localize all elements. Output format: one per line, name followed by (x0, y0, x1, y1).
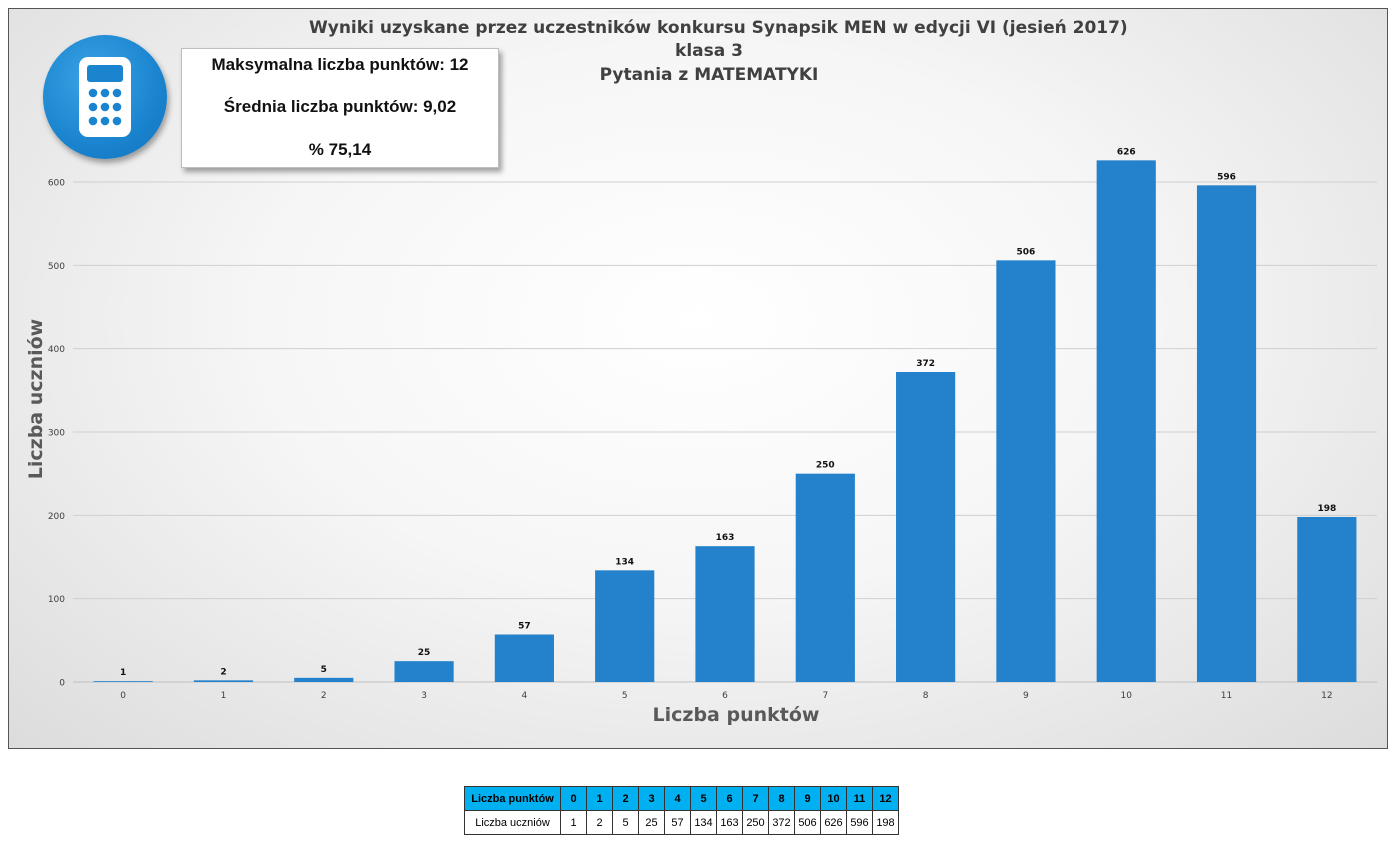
table-cell-students-8: 372 (768, 810, 795, 835)
bar-1 (193, 680, 254, 682)
table-cell-points-6: 6 (716, 786, 743, 811)
x-tick-label-1: 1 (221, 691, 227, 701)
x-tick-label-0: 0 (120, 691, 126, 701)
y-tick-labels: 0 100 200 300 400 500 600 (48, 179, 65, 689)
x-tick-label-8: 8 (923, 691, 929, 701)
table-cell-students-2: 5 (612, 810, 639, 835)
table-cell-points-1: 1 (586, 786, 613, 811)
table-cell-points-12: 12 (872, 786, 899, 811)
chart-title-line-2: klasa 3 (675, 41, 743, 61)
bar-5 (595, 570, 655, 682)
max-points-stat: Maksymalna liczba punktów: 12 (211, 55, 469, 74)
table-cell-points-8: 8 (768, 786, 795, 811)
data-label-0: 1 (120, 668, 126, 678)
chart-title-line-3: Pytania z MATEMATYKI (599, 65, 819, 85)
bars (93, 160, 1357, 683)
x-tick-label-10: 10 (1121, 691, 1133, 701)
table-cell-students-1: 2 (586, 810, 613, 835)
x-tick-label-4: 4 (522, 691, 528, 701)
bar-6 (695, 546, 755, 682)
percent-stat: % 75,14 (308, 140, 372, 159)
table-row-label-points: Liczba punktów (464, 786, 561, 811)
x-tick-label-5: 5 (622, 691, 628, 701)
table-cell-points-3: 3 (638, 786, 665, 811)
data-label-10: 626 (1117, 147, 1136, 157)
x-tick-label-12: 12 (1321, 691, 1332, 701)
table-cell-students-3: 25 (638, 810, 665, 835)
y-tick-label: 100 (48, 595, 65, 605)
bar-12 (1297, 517, 1357, 682)
x-tick-label-11: 11 (1221, 691, 1232, 701)
data-label-11: 596 (1217, 172, 1236, 182)
bar-7 (795, 473, 855, 682)
data-label-7: 250 (816, 461, 835, 471)
table-cell-points-2: 2 (612, 786, 639, 811)
table-cell-points-7: 7 (742, 786, 769, 811)
bar-8 (896, 372, 956, 682)
stats-box: Maksymalna liczba punktów: 12 Średnia li… (181, 48, 499, 168)
table-row-label-students: Liczba uczniów (464, 810, 561, 835)
table-cell-points-0: 0 (560, 786, 587, 811)
data-label-4: 57 (518, 622, 531, 632)
data-label-12: 198 (1317, 504, 1336, 514)
table-cell-students-5: 134 (690, 810, 717, 835)
table-cell-points-5: 5 (690, 786, 717, 811)
bar-2 (294, 677, 354, 682)
y-tick-label: 0 (59, 679, 65, 689)
chart-title-line-1: Wyniki uzyskane przez uczestników konkur… (309, 18, 1128, 38)
x-tick-label-9: 9 (1023, 691, 1029, 701)
y-tick-label: 400 (48, 345, 65, 355)
table-cell-students-10: 626 (820, 810, 847, 835)
table-cell-points-4: 4 (664, 786, 691, 811)
y-tick-label: 200 (48, 512, 65, 522)
bar-3 (394, 661, 454, 682)
grid-lines (73, 181, 1377, 683)
bar-9 (996, 260, 1056, 682)
bar-10 (1096, 160, 1156, 683)
data-table: Liczba punktów 0 1 2 3 4 5 6 7 8 9 10 11 12 Liczba u… (464, 786, 899, 835)
data-label-5: 134 (615, 557, 634, 567)
table-cell-students-6: 163 (716, 810, 743, 835)
data-label-8: 372 (916, 359, 935, 369)
data-label-2: 5 (321, 665, 327, 675)
table-row-points: Liczba punktów 0 1 2 3 4 5 6 7 8 9 10 11 12 (464, 786, 899, 811)
table-cell-students-9: 506 (794, 810, 821, 835)
x-tick-label-3: 3 (421, 691, 427, 701)
x-tick-label-6: 6 (722, 691, 728, 701)
table-row-students: Liczba uczniów 1 2 5 25 57 134 163 250 372 506 626… (464, 810, 899, 835)
bar-11 (1196, 185, 1257, 683)
data-label-6: 163 (716, 533, 735, 543)
chart-frame: 1 2 5 25 57 134 163 250 372 506 626 596 198 0 100 200 3… (8, 8, 1388, 749)
y-axis-title: Liczba uczniów (25, 319, 47, 479)
table-cell-students-11: 596 (846, 810, 873, 835)
x-tick-labels: 0 1 2 3 4 5 6 7 8 9 10 11 12 (120, 691, 1332, 701)
data-label-1: 2 (220, 667, 226, 677)
table-cell-students-0: 1 (560, 810, 587, 835)
calculator-icon (79, 57, 131, 137)
table-cell-students-7: 250 (742, 810, 769, 835)
table-cell-points-9: 9 (794, 786, 821, 811)
x-axis-title: Liczba punktów (653, 704, 820, 726)
table-cell-points-10: 10 (820, 786, 847, 811)
table-cell-points-11: 11 (846, 786, 873, 811)
table-cell-students-4: 57 (664, 810, 691, 835)
calculator-badge (43, 35, 167, 159)
x-tick-label-7: 7 (822, 691, 828, 701)
x-tick-label-2: 2 (321, 691, 327, 701)
data-label-9: 506 (1017, 247, 1036, 257)
data-label-3: 25 (418, 648, 431, 658)
y-tick-label: 300 (48, 429, 65, 439)
y-tick-label: 600 (48, 179, 65, 189)
bar-0 (93, 681, 153, 682)
y-tick-label: 500 (48, 262, 65, 272)
table-cell-students-12: 198 (872, 810, 899, 835)
bar-4 (494, 634, 554, 682)
average-points-stat: Średnia liczba punktów: 9,02 (223, 97, 457, 116)
